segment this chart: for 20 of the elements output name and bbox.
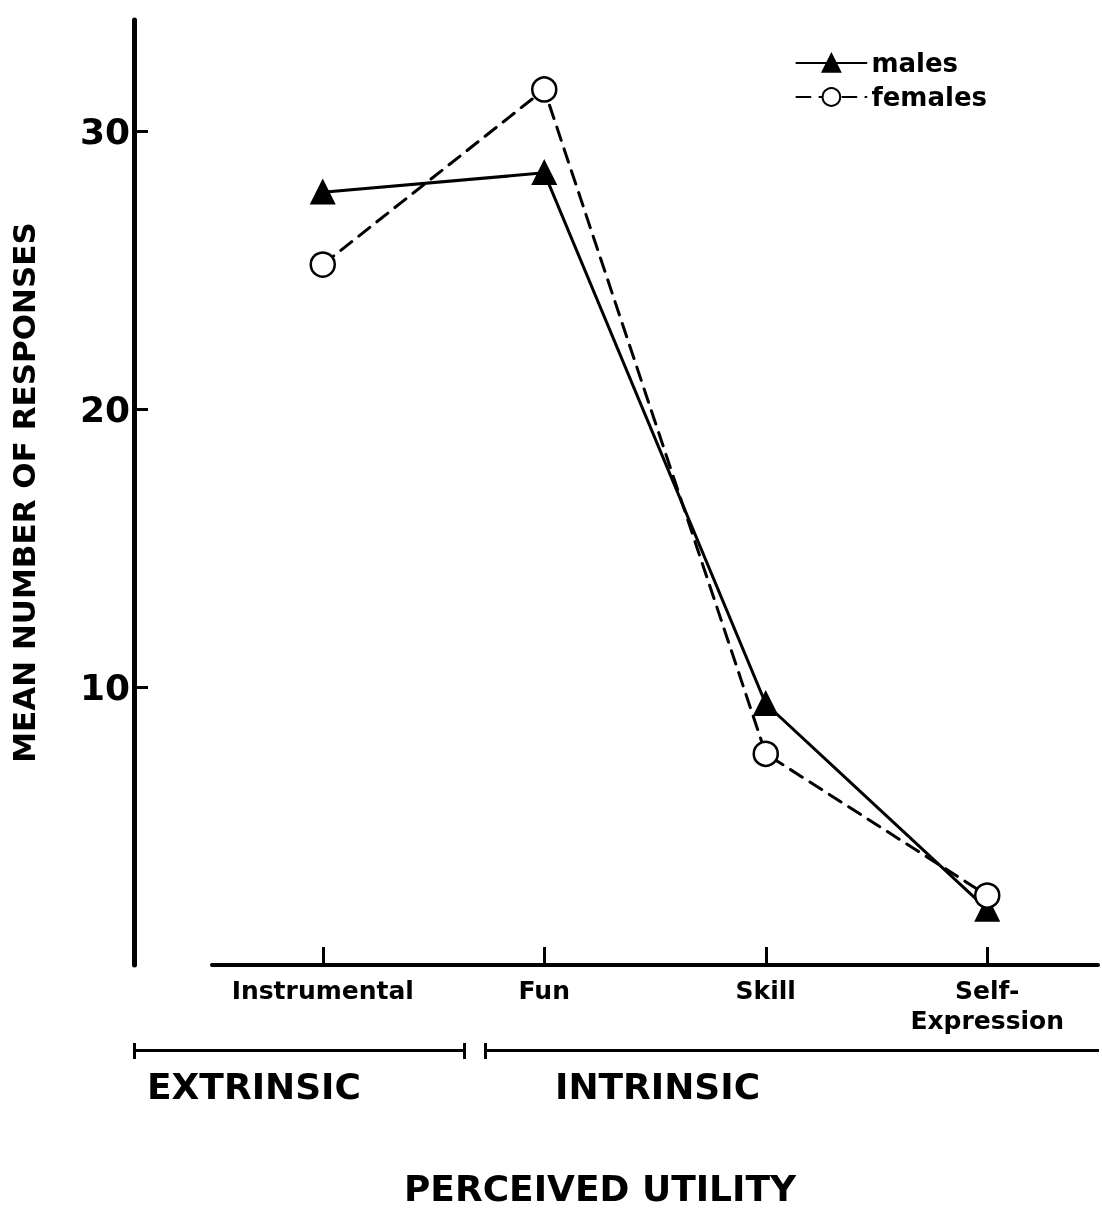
- x-tick-label: Fun: [518, 975, 570, 1005]
- y-tick-label: 10: [79, 666, 130, 708]
- point: [532, 160, 557, 186]
- legend-label: females: [871, 82, 988, 112]
- legend-label: males: [871, 48, 959, 78]
- text: EXTRINSIC: [147, 1065, 361, 1107]
- y-tick-label: 20: [79, 388, 130, 430]
- point: [309, 251, 336, 278]
- point: [974, 882, 1001, 909]
- point: [752, 740, 779, 768]
- text: INTRINSIC: [555, 1065, 761, 1107]
- x-tick-label: Self- Expression: [910, 975, 1065, 1035]
- y-tick-label: 30: [79, 110, 130, 152]
- x-tick-label: Skill: [735, 975, 796, 1005]
- point: [310, 180, 335, 205]
- y-axis-title: MEAN NUMBER OF RESPONSES: [5, 222, 42, 763]
- point: [753, 691, 778, 716]
- x-tick-label: Instrumental: [231, 975, 414, 1005]
- point: [531, 76, 558, 103]
- x-axis-title: PERCEIVED UTILITY: [403, 1167, 797, 1209]
